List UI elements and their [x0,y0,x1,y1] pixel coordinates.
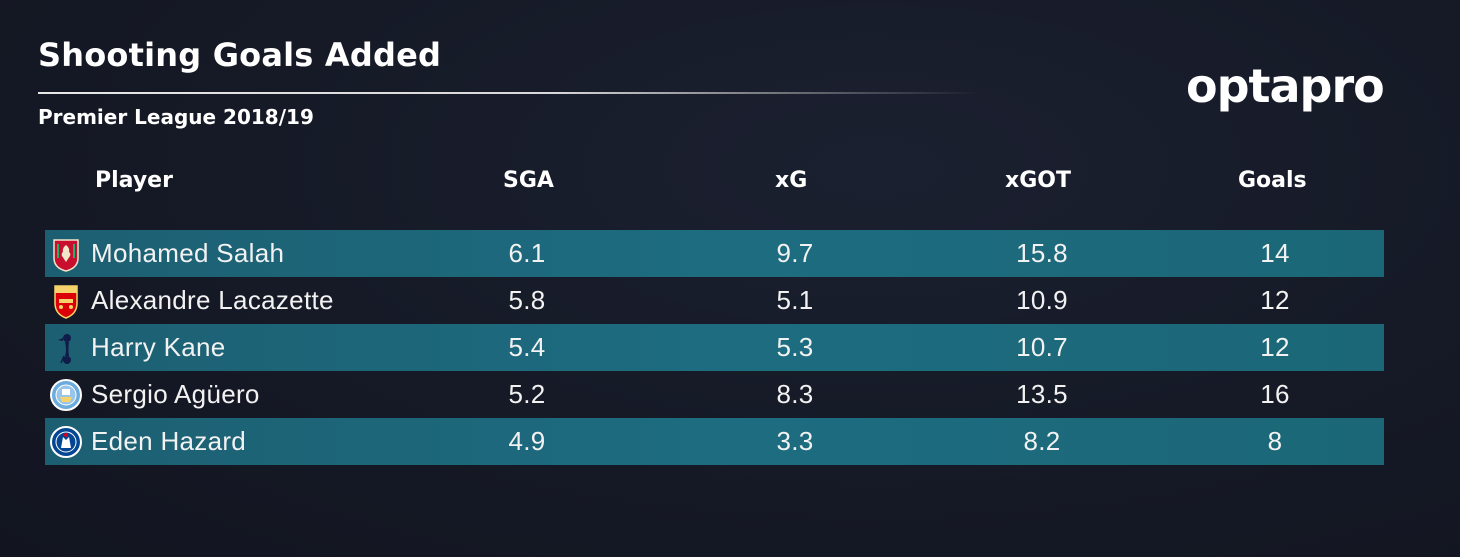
xg-value: 5.1 [776,285,814,315]
title-divider [38,92,980,94]
player-name: Alexandre Lacazette [91,285,334,315]
goals-value: 14 [1260,238,1290,268]
xgot-value: 13.5 [1016,379,1068,409]
sga-value: 4.9 [508,426,546,456]
sga-value: 6.1 [508,238,546,268]
liverpool-badge-icon [53,239,79,272]
table-row: Mohamed Salah 6.1 9.7 15.8 14 [45,230,1384,277]
goals-value: 12 [1260,285,1290,315]
chelsea-badge-icon [50,426,82,458]
arsenal-badge-icon [54,285,78,319]
xg-value: 5.3 [776,332,814,362]
goals-value: 12 [1260,332,1290,362]
column-header-player: Player [95,168,173,193]
column-header-xgot: xGOT [1005,168,1071,193]
player-name: Harry Kane [91,332,226,362]
man-city-badge-icon [50,379,82,411]
xgot-value: 10.9 [1016,285,1068,315]
optapro-logo: optapro [1186,60,1385,113]
goals-value: 16 [1260,379,1290,409]
goals-value: 8 [1267,426,1283,456]
page-subtitle: Premier League 2018/19 [38,105,314,129]
player-name: Eden Hazard [91,426,247,456]
sga-value: 5.8 [508,285,546,315]
optapro-logo-text: optapro [1186,60,1384,113]
table-row: Alexandre Lacazette 5.8 5.1 10.9 12 [45,277,1384,324]
xgot-value: 15.8 [1016,238,1068,268]
player-name: Sergio Agüero [91,379,260,409]
column-header-sga: SGA [503,168,554,193]
xgot-value: 8.2 [1023,426,1061,456]
player-name: Mohamed Salah [91,238,285,268]
xg-value: 9.7 [776,238,814,268]
table-row: Sergio Agüero 5.2 8.3 13.5 16 [45,371,1384,418]
column-header-goals: Goals [1238,168,1307,193]
table-row: Harry Kane 5.4 5.3 10.7 12 [45,324,1384,371]
xg-value: 8.3 [776,379,814,409]
column-header-xg: xG [775,168,808,193]
stats-table: Mohamed Salah 6.1 9.7 15.8 14 Alexandre … [45,230,1384,465]
sga-value: 5.2 [508,379,546,409]
xg-value: 3.3 [776,426,814,456]
tottenham-badge-icon [58,334,71,364]
page-title: Shooting Goals Added [38,36,442,74]
xgot-value: 10.7 [1016,332,1068,362]
table-row: Eden Hazard 4.9 3.3 8.2 8 [45,418,1384,465]
sga-value: 5.4 [508,332,546,362]
